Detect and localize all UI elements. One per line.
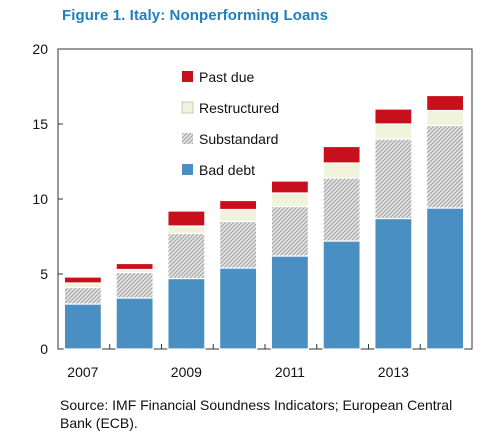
legend-swatch-bad-debt [182, 164, 193, 175]
bar-restructured-2010 [219, 208, 258, 223]
x-tick-label: 2009 [171, 364, 202, 380]
bar-past-due-2012 [322, 145, 361, 164]
y-tick-label: 0 [40, 341, 48, 357]
bar-past-due-2008 [115, 262, 154, 271]
bar-substandard-2012 [322, 177, 361, 242]
source-note: Source: IMF Financial Soundness Indicato… [60, 397, 453, 431]
bar-past-due-2009 [167, 210, 206, 227]
bar-bad-debt-2010 [219, 267, 258, 350]
legend-swatch-substandard [182, 133, 193, 144]
bar-substandard-2010 [219, 220, 258, 269]
y-axis: 0 5 10 15 20 [32, 41, 63, 357]
legend-label-past-due: Past due [199, 69, 254, 85]
bar-substandard-2011 [270, 205, 309, 257]
figure-title: Figure 1. Italy: Nonperforming Loans [62, 7, 329, 24]
bar-restructured-2014 [426, 109, 465, 127]
legend-label-bad-debt: Bad debt [199, 162, 255, 178]
bar-restructured-2011 [270, 192, 309, 208]
bar-substandard-2008 [115, 271, 154, 299]
bar-bad-debt-2011 [270, 255, 309, 350]
bars-group [63, 94, 465, 350]
bar-past-due-2014 [426, 94, 465, 112]
bar-restructured-2013 [374, 123, 413, 140]
x-tick-label: 2011 [275, 364, 305, 380]
legend-swatch-past-due [182, 71, 193, 82]
legend-label-substandard: Substandard [199, 131, 278, 147]
bar-restructured-2007 [63, 282, 102, 289]
x-tick-label: 2013 [378, 364, 409, 380]
bar-substandard-2009 [167, 232, 206, 280]
bar-substandard-2007 [63, 286, 102, 305]
bar-past-due-2010 [219, 199, 258, 211]
x-tick-label: 2007 [67, 364, 98, 380]
bar-past-due-2007 [63, 276, 102, 284]
y-tick-label: 15 [32, 116, 48, 132]
bar-bad-debt-2013 [374, 217, 413, 350]
bar-bad-debt-2012 [322, 240, 361, 350]
bar-bad-debt-2014 [426, 207, 465, 350]
legend-label-restructured: Restructured [199, 100, 279, 116]
x-axis: 2007 2009 2011 2013 [67, 344, 421, 380]
bar-bad-debt-2009 [167, 277, 206, 350]
y-tick-label: 5 [40, 266, 48, 282]
bar-restructured-2012 [322, 162, 361, 179]
bar-bad-debt-2007 [63, 303, 102, 350]
bar-substandard-2014 [426, 124, 465, 209]
legend: Past due Restructured Substandard Bad debt [181, 69, 279, 178]
bar-past-due-2013 [374, 108, 413, 125]
legend-swatch-restructured [181, 101, 194, 114]
bar-past-due-2011 [270, 180, 309, 194]
bar-bad-debt-2008 [115, 297, 154, 350]
y-tick-label: 10 [32, 191, 48, 207]
y-tick-label: 20 [32, 41, 48, 57]
bar-substandard-2013 [374, 138, 413, 220]
bar-restructured-2009 [167, 225, 206, 235]
stacked-bar-chart: 0 5 10 15 20 2007 2009 2011 2013 Past due Restru… [32, 41, 473, 380]
